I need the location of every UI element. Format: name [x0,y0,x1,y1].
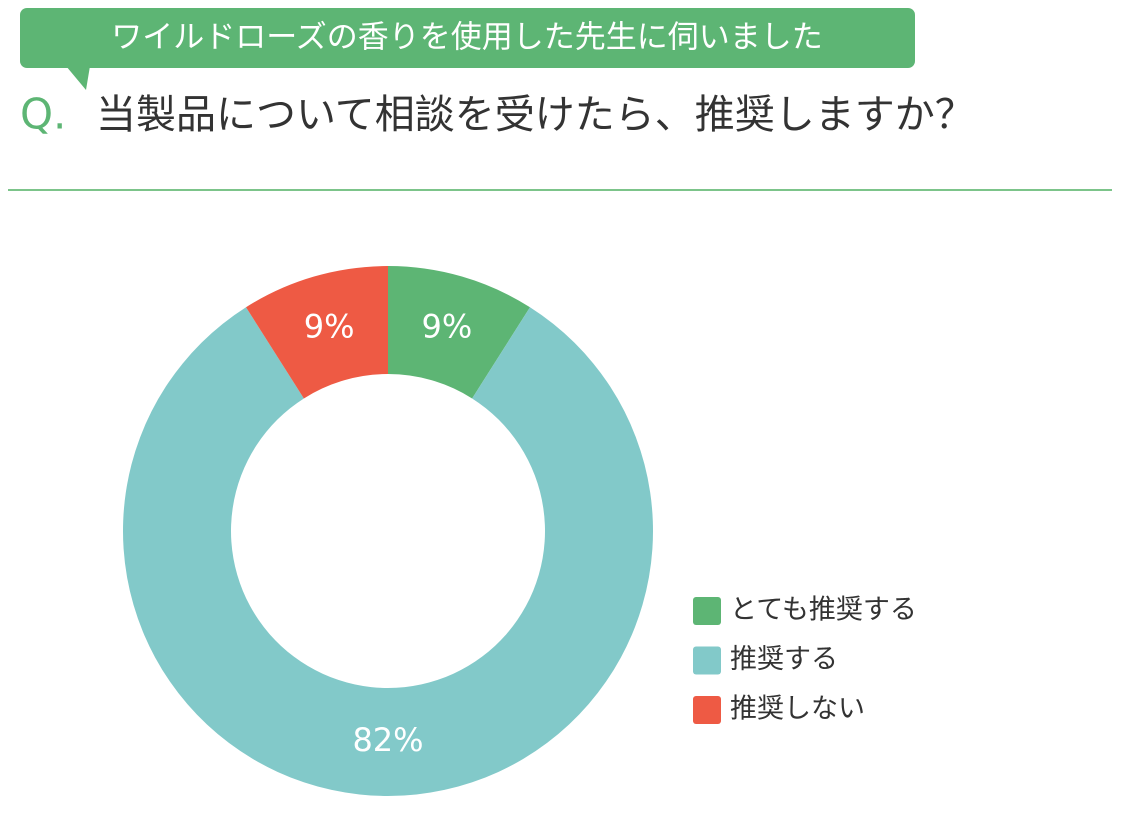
donut-slice [246,266,388,399]
legend-label: とても推奨する [730,595,917,626]
legend-swatch [693,696,721,724]
data-label: 9% [304,307,355,345]
question-label: Q. [20,90,66,139]
legend-swatch [693,597,721,625]
badge-tail [66,66,90,90]
subtitle: ワイルドローズの香りを使用した先生に伺いました [111,20,822,56]
data-label: 9% [421,307,472,345]
legend-swatch [693,646,721,675]
legend-label: 推奨しない [730,694,865,725]
donut-slice [388,266,530,399]
chart-title: 当製品について相談を受けたら、推奨しますか？ [96,92,975,138]
donut-slice [123,307,653,796]
subtitle-badge [20,8,915,68]
legend-label: 推奨する [730,644,838,675]
data-label: 82% [352,721,423,759]
